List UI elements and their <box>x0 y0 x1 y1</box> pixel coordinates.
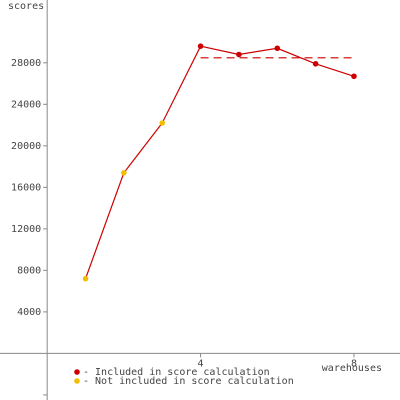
y-axis-label: scores <box>8 1 44 12</box>
legend-marker <box>74 369 80 375</box>
legend-marker <box>74 378 80 384</box>
data-point <box>351 73 357 80</box>
legend-label: - Not included in score calculation <box>83 376 294 387</box>
y-tick-label: 8000 <box>17 265 41 276</box>
data-point <box>197 43 204 49</box>
y-tick-label: 24000 <box>11 99 41 110</box>
data-point <box>312 61 319 67</box>
data-point <box>121 170 127 176</box>
data-point <box>236 51 242 58</box>
data-point <box>274 45 281 52</box>
x-tick-label: 8 <box>351 358 357 369</box>
x-axis-label: warehouses <box>322 363 382 374</box>
y-tick-label: 4000 <box>17 307 41 318</box>
score-curve <box>84 45 355 279</box>
data-point <box>82 275 89 282</box>
y-tick-label: 16000 <box>11 182 41 193</box>
y-tick-label: 20000 <box>11 141 41 152</box>
legend-label: - Included in score calculation <box>83 367 270 378</box>
data-point <box>159 120 166 126</box>
y-tick-label: 28000 <box>11 58 41 69</box>
x-tick-label: 4 <box>198 358 204 369</box>
y-tick-label: 12000 <box>11 224 41 235</box>
